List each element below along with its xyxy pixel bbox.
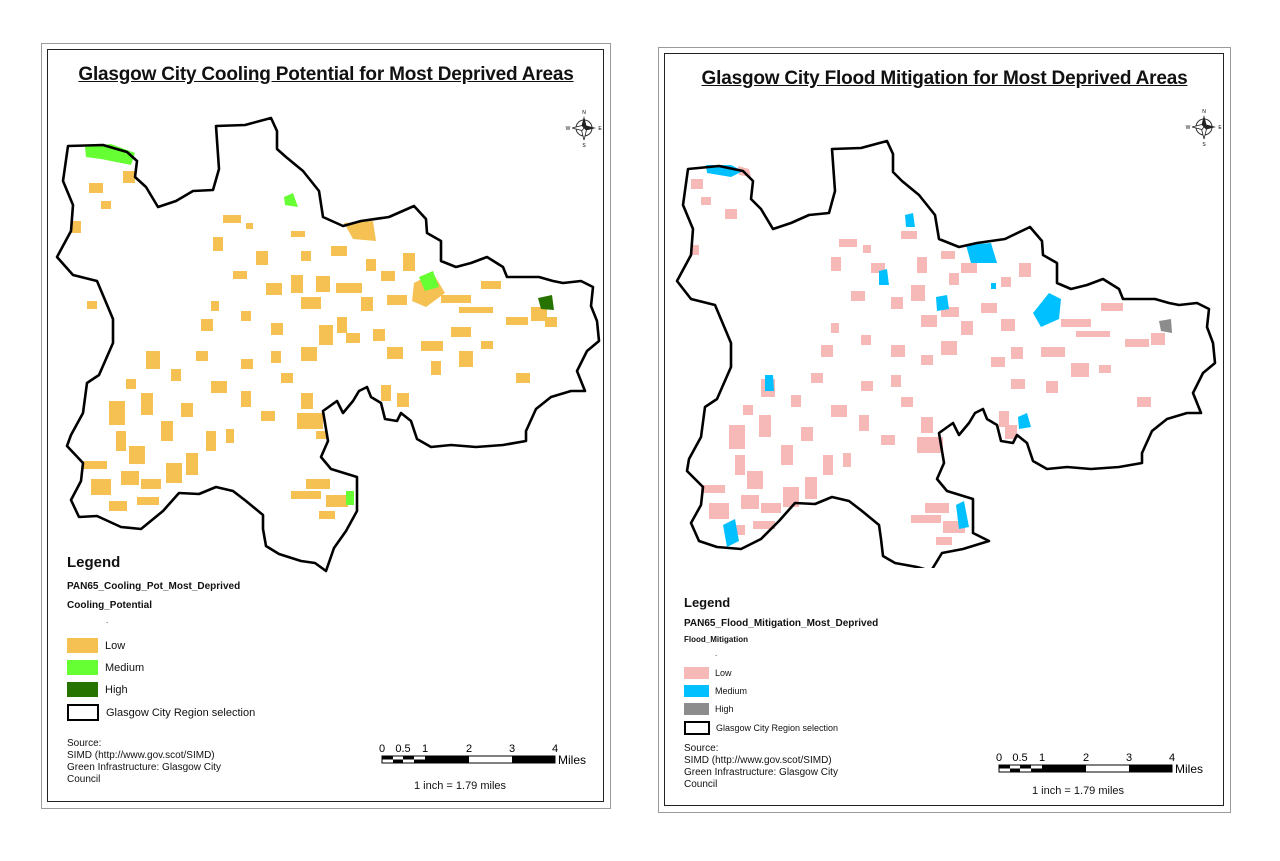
scale-tick-0: 0 [379,743,385,755]
scale-tick-0-5: 0.5 [395,743,410,755]
flood-source-line-3: Council [684,779,718,790]
cooling-low-areas [71,171,557,519]
cooling-legend-null: . [106,616,109,625]
flood-boundary-label: Glasgow City Region selection [716,723,839,733]
scale-unit: Miles [1175,762,1203,776]
flood-medium-label: Medium [715,686,748,696]
glasgow-boundary [675,139,1217,568]
cooling-legend-medium: Medium [67,660,144,675]
flood-map-canvas [675,139,1217,568]
cooling-low-swatch [67,638,98,653]
flood-legend-medium: Medium [684,685,747,697]
flood-medium-areas [706,165,1061,547]
cooling-scale-bar: 0 0.5 1 2 3 4 Miles [379,743,586,767]
cooling-legend-boundary: Glasgow City Region selection [67,704,255,721]
cooling-boundary-label: Glasgow City Region selection [106,706,256,719]
flood-map-title: Glasgow City Flood Mitigation for Most D… [701,68,1188,89]
cooling-medium-areas [85,144,439,505]
scale-tick-1: 1 [422,743,428,755]
flood-legend-boundary: Glasgow City Region selection [684,721,838,735]
cooling-source-heading: Source: [67,738,102,749]
cooling-legend-layer: PAN65_Cooling_Pot_Most_Deprived [67,581,241,592]
flood-map-frame [664,53,1224,806]
flood-low-label: Low [715,668,732,678]
north-arrow-icon: N S E W [566,110,603,148]
cooling-scale-ratio: 1 inch = 1.79 miles [414,780,507,792]
scale-tick-4: 4 [1169,752,1175,764]
cooling-high-swatch [67,682,98,697]
flood-legend-low: Low [684,667,732,679]
cooling-high-areas [538,295,554,310]
scale-tick-0-5: 0.5 [1012,752,1027,764]
flood-low-swatch [684,667,709,679]
north-arrow-icon: N S E W [1186,109,1223,147]
flood-legend-field: Flood_Mitigation [684,635,748,644]
cooling-medium-label: Medium [105,661,145,674]
east-label: E [1218,125,1222,131]
flood-source-line-1: SIMD (http://www.gov.scot/SIMD) [684,755,832,766]
north-label: N [1202,109,1206,115]
cooling-low-label: Low [105,639,126,652]
scale-tick-3: 3 [1126,752,1132,764]
cooling-map-panel: Glasgow City Cooling Potential for Most … [41,43,611,809]
flood-medium-swatch [684,685,709,697]
cooling-source: Source: SIMD (http://www.gov.scot/SIMD) … [67,738,221,786]
flood-source: Source: SIMD (http://www.gov.scot/SIMD) … [684,743,838,791]
flood-legend-high: High [684,703,734,715]
cooling-source-line-3: Council [67,774,101,785]
cooling-medium-swatch [67,660,98,675]
west-label: W [566,126,571,132]
scale-tick-0: 0 [996,752,1002,764]
cooling-legend-low: Low [67,638,125,653]
flood-high-label: High [715,704,734,714]
flood-high-areas [1159,319,1172,333]
flood-source-heading: Source: [684,743,719,754]
cooling-legend-field: Cooling_Potential [67,600,152,611]
north-label: N [582,110,586,116]
cooling-legend-high: High [67,682,128,697]
flood-legend-heading: Legend [684,595,731,610]
flood-source-line-2: Green Infrastructure: Glasgow City [684,767,838,778]
scale-tick-2: 2 [1083,752,1089,764]
cooling-map-canvas [55,116,601,573]
cooling-map-title: Glasgow City Cooling Potential for Most … [78,64,574,85]
flood-low-areas [691,166,1165,545]
west-label: W [1186,125,1191,131]
cooling-source-line-1: SIMD (http://www.gov.scot/SIMD) [67,750,215,761]
scale-tick-3: 3 [509,743,515,755]
flood-legend-layer: PAN65_Flood_Mitigation_Most_Deprived [684,618,879,629]
scale-tick-2: 2 [466,743,472,755]
scale-unit: Miles [558,753,586,767]
flood-boundary-swatch [684,721,710,735]
cooling-map-frame [47,49,604,802]
flood-scale-ratio: 1 inch = 1.79 miles [1032,785,1125,797]
flood-map-panel: Glasgow City Flood Mitigation for Most D… [658,47,1231,813]
cooling-legend-heading: Legend [67,554,121,571]
glasgow-boundary [55,116,601,573]
flood-legend-null: . [715,649,718,658]
south-label: S [582,143,586,148]
flood-high-swatch [684,703,709,715]
east-label: E [598,126,602,132]
scale-tick-1: 1 [1039,752,1045,764]
flood-scale-bar: 0 0.5 1 2 3 4 Miles [996,752,1203,776]
scale-tick-4: 4 [552,743,558,755]
cooling-boundary-swatch [67,704,99,721]
cooling-high-label: High [105,683,128,696]
cooling-source-line-2: Green Infrastructure: Glasgow City [67,762,221,773]
south-label: S [1202,142,1206,147]
